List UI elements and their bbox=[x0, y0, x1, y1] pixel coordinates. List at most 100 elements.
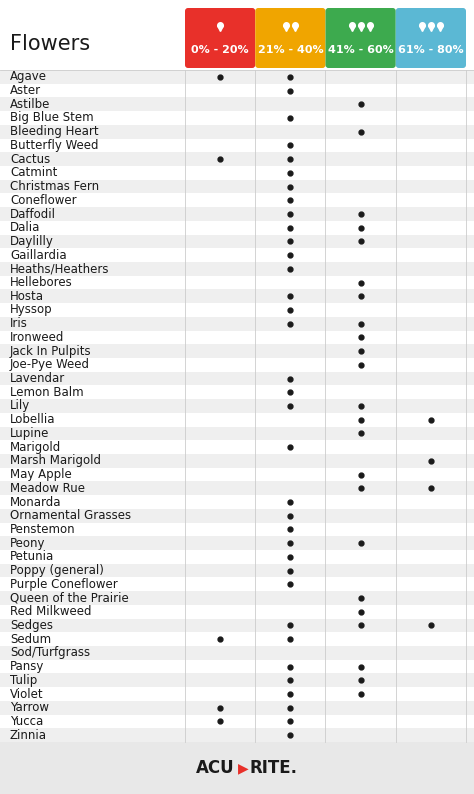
Text: Violet: Violet bbox=[10, 688, 44, 700]
Text: Ironweed: Ironweed bbox=[10, 331, 64, 344]
Bar bbox=[0, 646, 474, 660]
Text: Penstemon: Penstemon bbox=[10, 523, 76, 536]
Bar bbox=[0, 317, 474, 330]
Bar bbox=[0, 687, 474, 701]
Bar bbox=[0, 179, 474, 194]
Text: Lavendar: Lavendar bbox=[10, 372, 65, 385]
Text: Petunia: Petunia bbox=[10, 550, 54, 564]
Bar bbox=[0, 139, 474, 152]
Text: Hellebores: Hellebores bbox=[10, 276, 73, 289]
Text: Big Blue Stem: Big Blue Stem bbox=[10, 111, 94, 125]
Bar bbox=[0, 152, 474, 166]
Text: Joe-Pye Weed: Joe-Pye Weed bbox=[10, 358, 90, 372]
Bar bbox=[0, 715, 474, 728]
Text: Sedum: Sedum bbox=[10, 633, 51, 646]
Text: Gaillardia: Gaillardia bbox=[10, 249, 67, 262]
Text: Red Milkweed: Red Milkweed bbox=[10, 605, 91, 619]
FancyBboxPatch shape bbox=[326, 8, 396, 68]
Bar bbox=[0, 550, 474, 564]
Text: Zinnia: Zinnia bbox=[10, 729, 47, 742]
Bar bbox=[0, 399, 474, 413]
Bar bbox=[0, 98, 474, 111]
Text: Lemon Balm: Lemon Balm bbox=[10, 386, 83, 399]
Text: Queen of the Prairie: Queen of the Prairie bbox=[10, 592, 129, 604]
Text: Christmas Fern: Christmas Fern bbox=[10, 180, 99, 193]
Bar bbox=[0, 495, 474, 509]
Bar bbox=[0, 509, 474, 522]
Text: Lobellia: Lobellia bbox=[10, 413, 55, 426]
Bar bbox=[0, 303, 474, 317]
Text: Hosta: Hosta bbox=[10, 290, 44, 303]
Text: Sod/Turfgrass: Sod/Turfgrass bbox=[10, 646, 90, 659]
Text: Heaths/Heathers: Heaths/Heathers bbox=[10, 262, 109, 276]
Text: Catmint: Catmint bbox=[10, 167, 57, 179]
Bar bbox=[0, 358, 474, 372]
Bar bbox=[0, 125, 474, 139]
Text: Cactus: Cactus bbox=[10, 152, 50, 166]
Text: Lily: Lily bbox=[10, 399, 30, 413]
Bar bbox=[0, 166, 474, 179]
Text: Jack In Pulpits: Jack In Pulpits bbox=[10, 345, 91, 357]
FancyBboxPatch shape bbox=[185, 8, 255, 68]
Text: Flowers: Flowers bbox=[10, 34, 90, 54]
Bar bbox=[0, 592, 474, 605]
Text: Aster: Aster bbox=[10, 84, 41, 97]
Text: Purple Coneflower: Purple Coneflower bbox=[10, 578, 118, 591]
Bar bbox=[0, 290, 474, 303]
Text: ▶: ▶ bbox=[238, 761, 249, 775]
Bar bbox=[0, 577, 474, 592]
Bar bbox=[0, 742, 474, 794]
Text: Hyssop: Hyssop bbox=[10, 303, 53, 317]
Bar bbox=[0, 426, 474, 441]
Bar bbox=[0, 536, 474, 550]
Text: 0% - 20%: 0% - 20% bbox=[191, 45, 249, 55]
Bar bbox=[0, 385, 474, 399]
Bar bbox=[0, 221, 474, 234]
Text: Ornamental Grasses: Ornamental Grasses bbox=[10, 509, 131, 522]
Bar bbox=[0, 660, 474, 673]
Bar bbox=[0, 413, 474, 426]
Text: Astilbe: Astilbe bbox=[10, 98, 50, 111]
Text: Pansy: Pansy bbox=[10, 660, 45, 673]
Bar bbox=[0, 249, 474, 262]
Bar bbox=[0, 345, 474, 358]
Text: Marigold: Marigold bbox=[10, 441, 61, 453]
Text: Lupine: Lupine bbox=[10, 427, 49, 440]
Bar bbox=[0, 481, 474, 495]
Text: ACU: ACU bbox=[196, 759, 235, 777]
Text: Meadow Rue: Meadow Rue bbox=[10, 482, 85, 495]
Bar bbox=[0, 701, 474, 715]
Bar bbox=[0, 207, 474, 221]
Bar bbox=[0, 605, 474, 619]
Text: Peony: Peony bbox=[10, 537, 46, 549]
Bar bbox=[0, 276, 474, 290]
Bar bbox=[0, 330, 474, 345]
Bar bbox=[0, 83, 474, 98]
Bar bbox=[0, 441, 474, 454]
Text: Coneflower: Coneflower bbox=[10, 194, 77, 206]
Text: May Apple: May Apple bbox=[10, 468, 72, 481]
Text: Bleeding Heart: Bleeding Heart bbox=[10, 125, 99, 138]
Bar bbox=[0, 70, 474, 83]
Text: Sedges: Sedges bbox=[10, 619, 53, 632]
Text: Marsh Marigold: Marsh Marigold bbox=[10, 454, 101, 468]
Text: Dalia: Dalia bbox=[10, 222, 40, 234]
Bar bbox=[0, 564, 474, 577]
Text: Daylilly: Daylilly bbox=[10, 235, 54, 248]
Text: Poppy (general): Poppy (general) bbox=[10, 564, 104, 577]
Bar bbox=[0, 454, 474, 468]
Text: Monarda: Monarda bbox=[10, 495, 62, 508]
Bar bbox=[0, 728, 474, 742]
Text: 21% - 40%: 21% - 40% bbox=[257, 45, 323, 55]
Bar bbox=[0, 522, 474, 536]
Text: Butterfly Weed: Butterfly Weed bbox=[10, 139, 99, 152]
Bar bbox=[0, 194, 474, 207]
FancyBboxPatch shape bbox=[396, 8, 466, 68]
Bar bbox=[0, 632, 474, 646]
Text: Yarrow: Yarrow bbox=[10, 701, 49, 715]
Text: 61% - 80%: 61% - 80% bbox=[398, 45, 464, 55]
Text: Iris: Iris bbox=[10, 318, 28, 330]
Text: Daffodil: Daffodil bbox=[10, 207, 56, 221]
Bar bbox=[0, 111, 474, 125]
Bar bbox=[0, 262, 474, 276]
